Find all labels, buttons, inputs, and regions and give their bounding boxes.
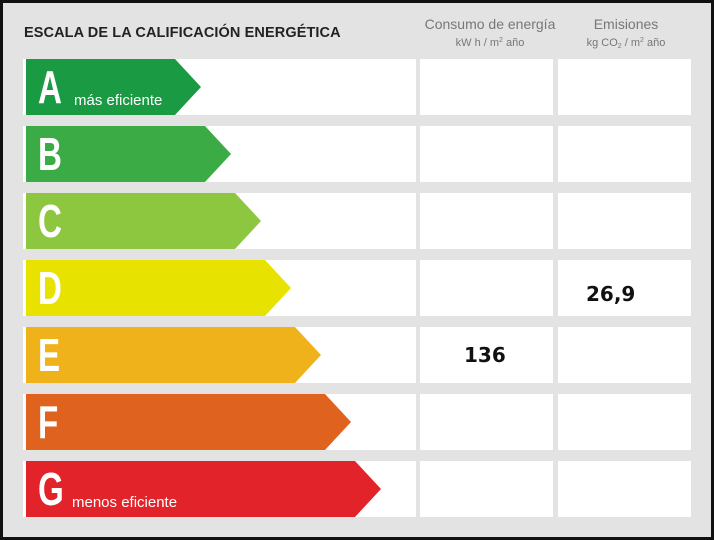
rating-arrow-b bbox=[26, 126, 231, 182]
rating-arrow-c bbox=[26, 193, 261, 249]
rating-arrow-shape bbox=[26, 327, 321, 383]
consumo-cell-f bbox=[420, 394, 553, 450]
consumo-cell-e bbox=[420, 327, 553, 383]
rating-arrow-g bbox=[26, 461, 381, 517]
rating-letter: B bbox=[38, 128, 62, 180]
rating-letter: G bbox=[38, 463, 64, 515]
consumo-cell-d bbox=[420, 260, 553, 316]
emisiones-cell-f bbox=[558, 394, 691, 450]
consumo-cell-c bbox=[420, 193, 553, 249]
emisiones-cell-g bbox=[558, 461, 691, 517]
rating-arrow-shape bbox=[26, 59, 201, 115]
emisiones-header-unit: kg CO2 / m2 año bbox=[586, 37, 666, 50]
rating-bar-b: B bbox=[26, 126, 231, 182]
consumo-cell-a bbox=[420, 59, 553, 115]
rating-arrow-f bbox=[26, 394, 351, 450]
emisiones-cell-d bbox=[558, 260, 691, 316]
emisiones-cell-a bbox=[558, 59, 691, 115]
rating-bar-f: F bbox=[26, 394, 351, 450]
emisiones-cell-c bbox=[558, 193, 691, 249]
rating-arrow-shape bbox=[26, 193, 261, 249]
rating-letter: C bbox=[38, 195, 62, 247]
consumo-header-label: Consumo de energía bbox=[424, 16, 556, 32]
rating-arrow-shape bbox=[26, 394, 351, 450]
rating-letter: F bbox=[38, 396, 59, 448]
rating-bar-d: D bbox=[26, 260, 291, 316]
rating-sublabel: menos eficiente bbox=[72, 494, 178, 511]
rating-letter: A bbox=[38, 61, 62, 113]
consumo-cell-b bbox=[420, 126, 553, 182]
emisiones-cell-e bbox=[558, 327, 691, 383]
emisiones-cell-b bbox=[558, 126, 691, 182]
rating-sublabel: más eficiente bbox=[74, 92, 163, 109]
rating-bar-c: C bbox=[26, 193, 261, 249]
rating-arrow-e bbox=[26, 327, 321, 383]
emisiones-header-label: Emisiones bbox=[593, 16, 659, 32]
rating-bar-e: E bbox=[26, 327, 321, 383]
consumo-value: 136 bbox=[464, 343, 506, 367]
label-title: ESCALA DE LA CALIFICACIÓN ENERGÉTICA bbox=[24, 25, 341, 41]
consumo-header-unit: kW h / m2 año bbox=[455, 37, 525, 49]
rating-arrow-a bbox=[26, 59, 201, 115]
rating-letter: E bbox=[38, 329, 61, 381]
rating-arrow-d bbox=[26, 260, 291, 316]
consumo-cell-g bbox=[420, 461, 553, 517]
rating-arrow-shape bbox=[26, 126, 231, 182]
emisiones-value: 26,9 bbox=[586, 282, 636, 306]
consumo-column-header: Consumo de energía kW h / m2 año bbox=[417, 15, 563, 51]
rating-letter: D bbox=[38, 262, 62, 314]
emisiones-column-header: Emisiones kg CO2 / m2 año bbox=[555, 15, 697, 54]
rating-arrow-shape bbox=[26, 260, 291, 316]
rating-arrow-shape bbox=[26, 461, 381, 517]
